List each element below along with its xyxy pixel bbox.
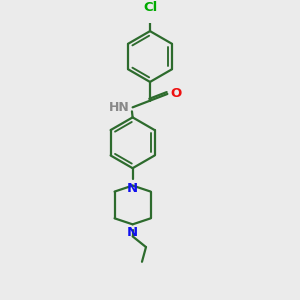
Text: N: N — [127, 226, 138, 239]
Text: HN: HN — [109, 101, 130, 114]
Text: N: N — [127, 182, 138, 195]
Text: Cl: Cl — [143, 2, 157, 14]
Text: O: O — [170, 88, 181, 100]
